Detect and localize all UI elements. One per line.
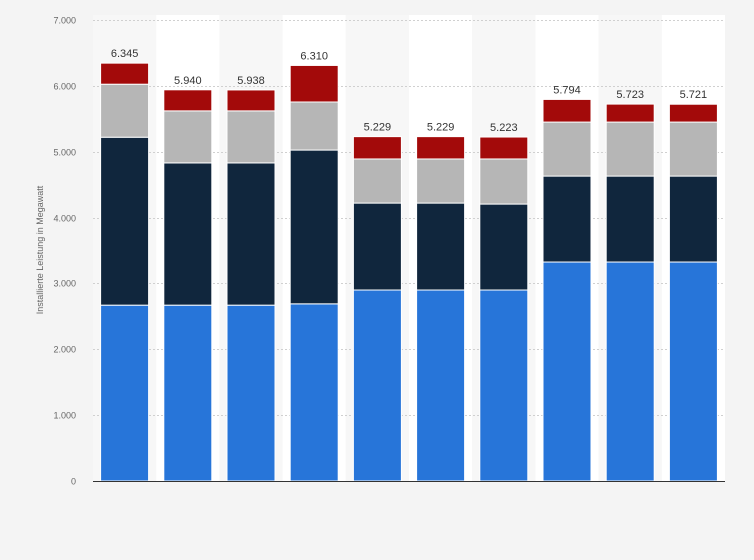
bar-segment-series-3[interactable] xyxy=(352,158,402,204)
total-data-label: 6.310 xyxy=(300,50,328,62)
bar-segment-series-4[interactable] xyxy=(668,103,718,123)
bar-segment-series-3[interactable] xyxy=(163,110,213,164)
bar-segment-series-2[interactable] xyxy=(100,136,150,306)
total-data-label: 5.938 xyxy=(237,75,265,87)
y-tick-label: 6.000 xyxy=(53,82,76,92)
total-data-label: 5.794 xyxy=(553,84,581,96)
bar-segment-series-4[interactable] xyxy=(163,89,213,112)
bar-segment-series-4[interactable] xyxy=(226,89,276,112)
bar-segment-series-3[interactable] xyxy=(416,158,466,204)
bar-segment-series-3[interactable] xyxy=(668,121,718,177)
bar-segment-series-4[interactable] xyxy=(352,136,402,160)
y-tick-label: 2.000 xyxy=(53,345,76,355)
bar-segment-series-1[interactable] xyxy=(226,304,276,482)
bar-segment-series-3[interactable] xyxy=(100,83,150,138)
bar-segment-series-3[interactable] xyxy=(542,121,592,177)
y-tick-label: 5.000 xyxy=(53,148,76,158)
y-tick-label: 1.000 xyxy=(53,411,76,421)
bar-segment-series-2[interactable] xyxy=(605,175,655,263)
total-data-label: 5.229 xyxy=(427,122,455,134)
bar-segment-series-1[interactable] xyxy=(352,289,402,482)
bar-segment-series-1[interactable] xyxy=(163,304,213,482)
bar-segment-series-1[interactable] xyxy=(100,304,150,482)
y-tick-label: 4.000 xyxy=(53,214,76,224)
bar-segment-series-2[interactable] xyxy=(226,162,276,306)
y-tick-label: 0 xyxy=(71,477,76,487)
bar-segment-series-1[interactable] xyxy=(289,303,339,482)
bar-segment-series-2[interactable] xyxy=(289,149,339,305)
y-axis-label: Installierte Leistung in Megawatt xyxy=(35,185,45,314)
bar-segment-series-4[interactable] xyxy=(289,64,339,103)
total-data-label: 6.345 xyxy=(111,48,139,60)
bars xyxy=(100,62,718,482)
bar-segment-series-2[interactable] xyxy=(416,202,466,291)
bar-segment-series-1[interactable] xyxy=(668,261,718,482)
total-data-label: 5.721 xyxy=(680,89,708,101)
y-tick-label: 3.000 xyxy=(53,279,76,289)
y-tick-label: 7.000 xyxy=(53,16,76,26)
bar-segment-series-4[interactable] xyxy=(479,136,529,160)
total-data-label: 5.723 xyxy=(616,89,644,101)
total-data-label: 5.229 xyxy=(364,122,392,134)
bar-segment-series-2[interactable] xyxy=(542,175,592,263)
bar-segment-series-2[interactable] xyxy=(163,162,213,306)
bar-segment-series-2[interactable] xyxy=(352,202,402,291)
total-data-label: 5.940 xyxy=(174,75,202,87)
bar-segment-series-4[interactable] xyxy=(416,136,466,160)
bar-segment-series-1[interactable] xyxy=(542,261,592,482)
bar-segment-series-4[interactable] xyxy=(605,103,655,123)
bar-segment-series-3[interactable] xyxy=(605,121,655,177)
total-labels: 6.345 5.940 5.938 6.310 5.229 5.229 5.223 5.794… xyxy=(111,48,707,134)
bar-segment-series-4[interactable] xyxy=(100,62,150,85)
total-data-label: 5.223 xyxy=(490,122,518,134)
bar-segment-series-3[interactable] xyxy=(289,101,339,151)
bar-segment-series-1[interactable] xyxy=(416,289,466,482)
bar-segment-series-3[interactable] xyxy=(479,158,529,205)
bar-segment-series-2[interactable] xyxy=(479,203,529,291)
bar-segment-series-2[interactable] xyxy=(668,175,718,263)
bar-segment-series-1[interactable] xyxy=(605,261,655,482)
bar-segment-series-1[interactable] xyxy=(479,289,529,482)
bar-segment-series-4[interactable] xyxy=(542,98,592,123)
bar-segment-series-3[interactable] xyxy=(226,110,276,164)
y-axis-ticks: 0 1.000 2.000 3.000 4.000 5.000 6.000 7.000 xyxy=(53,16,76,487)
